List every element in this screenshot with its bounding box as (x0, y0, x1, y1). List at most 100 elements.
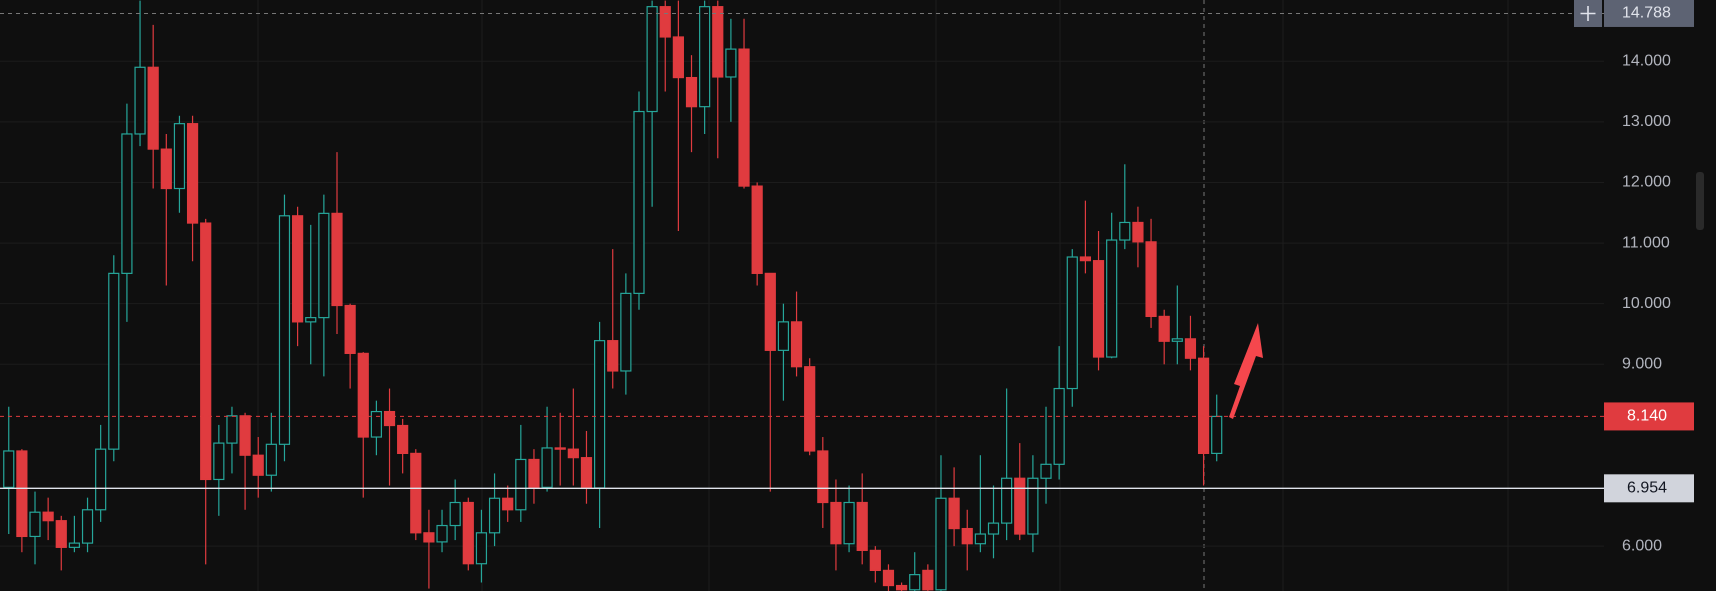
last-price-box (1604, 402, 1694, 431)
y-tick-label: 12.000 (1622, 174, 1671, 191)
candle-body (633, 110, 645, 294)
candle-body (134, 66, 146, 135)
candle-body (804, 366, 816, 452)
y-tick-label: 6.000 (1622, 537, 1662, 554)
candle-body (541, 447, 553, 488)
candle-body (777, 321, 790, 351)
candle-body (961, 527, 973, 545)
candle-body (305, 317, 317, 323)
candle-body (200, 222, 212, 481)
candle-body (882, 569, 895, 587)
candle-body (239, 415, 251, 456)
candle-body (790, 321, 803, 368)
candle-body (68, 542, 81, 548)
candle-body (515, 458, 527, 511)
candle-body (278, 215, 291, 445)
candle-body (1158, 315, 1170, 342)
candle-body (1053, 387, 1065, 465)
candle-body (948, 497, 960, 530)
candle-body (567, 448, 579, 459)
candle-body (1027, 477, 1039, 535)
horizontal-line-label: 6.954 (1627, 480, 1667, 497)
candle-body (712, 6, 724, 78)
candle-body (528, 458, 540, 488)
candle-body (173, 123, 186, 190)
candle-body (147, 66, 159, 150)
candle-body (449, 501, 461, 527)
candle-body (226, 415, 238, 444)
candle-body (95, 448, 107, 511)
last-price-label: 8.140 (1627, 408, 1667, 425)
candle-body (16, 450, 28, 538)
candle-body (423, 532, 435, 543)
candle-body (108, 272, 120, 450)
candle-body (869, 549, 881, 571)
candle-body (81, 509, 94, 544)
candle-body (331, 212, 343, 307)
candle-body (292, 215, 304, 323)
candle-body (436, 524, 448, 543)
candle-body (843, 501, 855, 545)
candle-body (817, 450, 829, 504)
candle-body (1079, 256, 1092, 262)
candle-body (685, 76, 698, 108)
candle-body (751, 185, 763, 274)
y-tick-label: 14.000 (1622, 52, 1671, 69)
candle-body (1184, 338, 1197, 359)
candle-body (1119, 221, 1131, 241)
candle-body (922, 569, 934, 591)
candle-body (909, 574, 921, 591)
y-tick-label: 10.000 (1622, 295, 1671, 312)
candle-body (475, 532, 488, 565)
candle-body (357, 352, 369, 438)
candle-body (488, 497, 501, 534)
candle-body (29, 511, 41, 538)
candle-body (410, 452, 422, 534)
candle-body (699, 6, 711, 108)
candle-body (974, 533, 986, 545)
candle-body (55, 520, 67, 548)
candle-body (1066, 256, 1078, 390)
candle-body (764, 272, 776, 351)
candle-body (502, 497, 514, 511)
candle-body (265, 443, 277, 476)
candle-body (370, 410, 382, 438)
candle-body (160, 148, 172, 190)
candle-body (1001, 477, 1013, 524)
candle-body (1106, 239, 1118, 358)
crosshair-label-box (1604, 0, 1694, 27)
scroll-handle[interactable] (1696, 172, 1704, 230)
candle-body (121, 133, 133, 274)
candle-body (1014, 477, 1026, 535)
candle-body (646, 6, 658, 113)
candle-body (1132, 221, 1144, 243)
candle-body (397, 424, 409, 455)
candle-body (383, 410, 396, 427)
candle-body (1040, 463, 1052, 479)
candle-body (895, 584, 908, 591)
candle-body (3, 450, 15, 488)
candle-body (1092, 260, 1105, 358)
candle-body (620, 292, 632, 372)
candle-body (252, 454, 264, 476)
candle-body (593, 340, 606, 489)
candle-body (1145, 241, 1157, 318)
candle-body (1197, 357, 1210, 455)
candle-body (738, 48, 750, 187)
y-tick-label: 13.000 (1622, 113, 1671, 130)
crosshair-label: 14.788 (1622, 5, 1671, 22)
candle-body (935, 497, 947, 591)
candle-body (318, 212, 330, 319)
candle-body (186, 123, 199, 224)
candle-body (659, 6, 671, 38)
candle-body (725, 48, 737, 78)
candle-body (580, 457, 593, 489)
candle-body (42, 511, 54, 522)
candle-body (213, 442, 225, 481)
drawn-arrow[interactable] (1229, 323, 1263, 419)
candle-body (1211, 415, 1223, 455)
candle-body (607, 340, 619, 372)
